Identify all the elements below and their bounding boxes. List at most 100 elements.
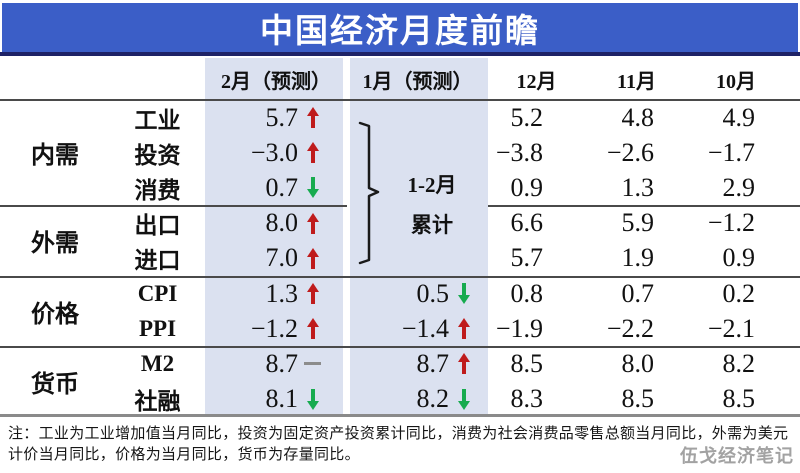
nov-value-cell: 4.8 [621,102,655,132]
feb-value-cell: −1.2 [205,311,347,346]
row-label-industry: 工业 [134,107,181,133]
oct-value-cell: 8.5 [722,384,756,414]
nov-value-cell: −2.2 [606,313,654,343]
group-cell-domestic-demand: 内需 [31,143,79,170]
jan-merged-cell: 1-2月 累计 [347,100,488,276]
value-text: −1.2 [250,313,298,343]
oct-value-cell: −1.7 [707,137,755,167]
value-text: 8.2 [416,384,450,414]
row-label-m2: M2 [140,350,175,376]
oct-value-cell: 0.2 [722,278,756,308]
dec-value-cell: 0.8 [510,278,544,308]
trend-arrow-icon [458,353,470,375]
trend-arrow-icon [307,318,319,340]
bracket-label: 1-2月 累计 [387,172,477,238]
feb-value-cell: 5.7 [205,100,347,135]
trend-arrow-icon [307,247,319,269]
group-separator-line [0,205,347,207]
oct-value-cell: −1.2 [707,208,755,238]
nov-value-cell: 0.7 [621,278,655,308]
trend-arrow-icon [458,388,470,410]
column-header-nov: 11月 [617,70,656,93]
feb-value-cell: 8.0 [205,206,347,241]
feb-value-cell: 7.0 [205,241,347,276]
column-header-jan: 1月（预测） [362,70,473,93]
trend-arrow-icon [307,142,319,164]
footnote: 注：工业为工业增加值当月同比，投资为固定资产投资累计同比，消费为社会消费品零售总… [8,426,789,463]
row-label-cpi: CPI [137,280,178,306]
title-bar: 中国经济月度前瞻 [2,3,798,52]
row-label-ppi: PPI [138,315,177,341]
feb-value-cell: 0.7 [205,170,347,205]
value-text: 7.0 [265,243,299,273]
forecast-table: 2月（预测） 1月（预测） 12月 11月 10月 内需 外需 价格 货币 工业… [0,58,800,417]
oct-value-cell: −2.1 [707,313,755,343]
value-text: −1.4 [401,313,449,343]
page-title: 中国经济月度前瞻 [260,11,540,49]
dec-value-cell: 6.6 [510,208,544,238]
value-text: 1.3 [265,278,299,308]
row-label-consumption: 消费 [134,177,181,203]
value-text: −3.0 [250,137,298,167]
value-text: 8.1 [265,384,299,414]
oct-value-cell: 8.2 [722,348,756,378]
group-separator-line [488,205,800,207]
oct-value-cell: 0.9 [722,243,756,273]
jan-value-cell: 8.7 [347,346,488,381]
value-text: 8.7 [265,348,299,378]
dec-value-cell: 5.7 [510,243,544,273]
dec-value-cell: 8.3 [510,384,544,414]
trend-arrow-icon [307,388,319,410]
watermark: 伍戈经济笔记 [680,446,794,466]
dec-value-cell: 8.5 [510,348,544,378]
value-text: 0.5 [416,278,450,308]
value-text: 8.0 [265,208,299,238]
nov-value-cell: 8.0 [621,348,655,378]
dec-value-cell: 0.9 [510,172,544,202]
group-cell-money: 货币 [31,372,79,398]
column-header-feb: 2月（预测） [221,70,331,93]
table-bottom-line [0,414,800,417]
feb-value-cell: −3.0 [205,135,347,170]
feb-column-highlight [205,58,343,417]
dec-value-cell: −3.8 [495,137,543,167]
row-label-imports: 进口 [134,248,181,274]
column-header-oct: 10月 [716,70,756,93]
value-text: 5.7 [265,102,299,132]
nov-value-cell: 5.9 [621,208,655,238]
group-separator-line [0,276,800,278]
column-header-dec: 12月 [516,70,557,93]
bracket-label-line1: 1-2月 [407,173,457,197]
group-cell-external-demand: 外需 [31,231,79,258]
nov-value-cell: 1.3 [621,172,655,202]
nov-value-cell: −2.6 [606,137,654,167]
nov-value-cell: 8.5 [621,384,655,414]
grouping-bracket [358,121,380,265]
dec-value-cell: 5.2 [510,102,544,132]
trend-arrow-icon [307,212,319,234]
header-separator-line [0,99,800,101]
oct-value-cell: 2.9 [722,172,756,202]
group-separator-line [0,346,800,348]
feb-value-cell: 1.3 [205,276,347,311]
row-label-exports: 出口 [134,213,181,239]
dec-value-cell: −1.9 [495,313,543,343]
row-label-social-financing: 社融 [134,389,181,415]
trend-arrow-icon [307,107,319,129]
trend-arrow-icon [307,177,319,199]
feb-value-cell: 8.1 [205,382,347,417]
group-cell-prices: 价格 [31,301,79,328]
trend-arrow-icon [458,318,470,340]
jan-value-cell: −1.4 [347,311,488,346]
trend-arrow-icon [304,353,321,374]
value-text: 8.7 [416,348,450,378]
bracket-label-line2: 累计 [411,213,453,237]
trend-arrow-icon [307,283,319,305]
trend-arrow-icon [458,283,470,305]
row-label-investment: 投资 [134,142,181,168]
jan-value-cell: 0.5 [347,276,488,311]
value-text: 0.7 [265,172,299,202]
title-underline [0,52,800,56]
nov-value-cell: 1.9 [621,243,655,273]
